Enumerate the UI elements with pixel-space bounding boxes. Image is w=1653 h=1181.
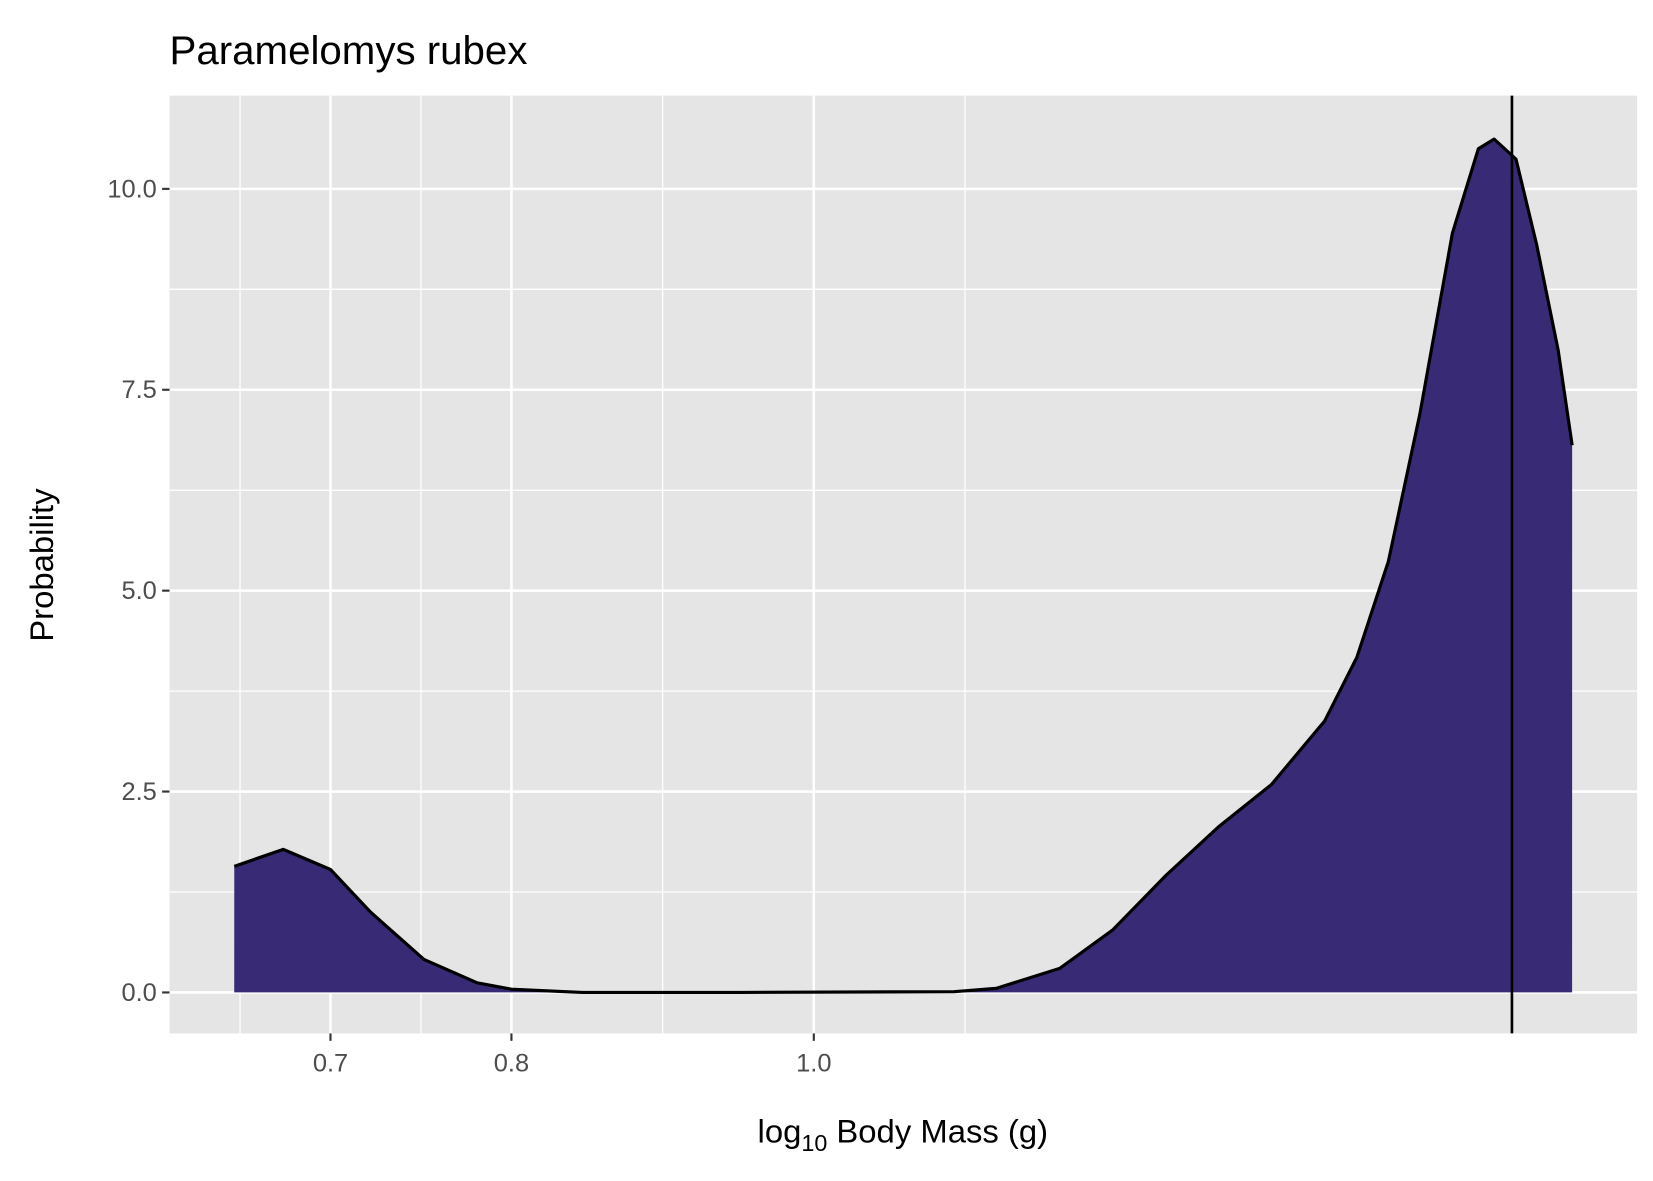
x-tick-label: 0.8 bbox=[494, 1050, 529, 1078]
chart-title: Paramelomys rubex bbox=[170, 28, 528, 73]
x-tick-label: 0.7 bbox=[313, 1050, 348, 1078]
x-tick-label: 1.0 bbox=[796, 1050, 831, 1078]
y-tick-label: 10.0 bbox=[107, 175, 156, 203]
y-tick-label: 2.5 bbox=[121, 778, 156, 806]
x-axis-label: log10 Body Mass (g) bbox=[758, 1113, 1048, 1156]
x-axis-label-part: log bbox=[758, 1113, 802, 1150]
x-axis-label-part: Body Mass (g) bbox=[827, 1113, 1048, 1150]
density-area bbox=[234, 139, 1573, 993]
y-tick-label: 5.0 bbox=[121, 577, 156, 605]
y-tick-label: 0.0 bbox=[121, 979, 156, 1007]
x-axis-label-sub: 10 bbox=[801, 1130, 827, 1156]
y-tick-label: 7.5 bbox=[121, 376, 156, 404]
y-axis-label: Probability bbox=[23, 488, 60, 642]
density-line bbox=[233, 137, 1574, 995]
